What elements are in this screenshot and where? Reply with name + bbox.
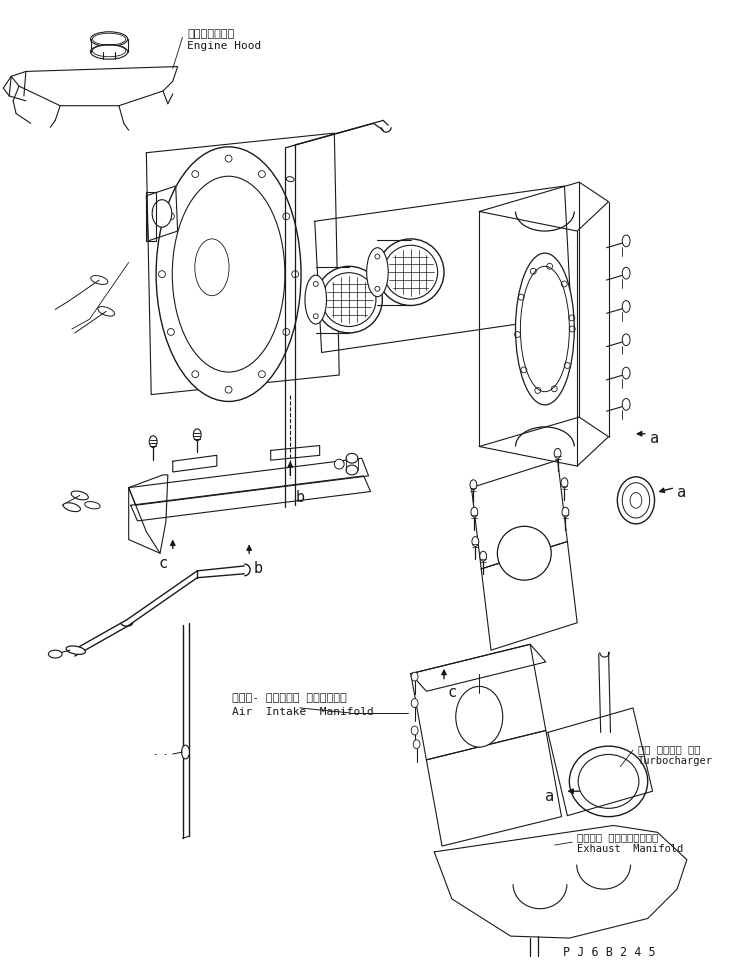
- Ellipse shape: [63, 503, 80, 512]
- Ellipse shape: [472, 537, 479, 547]
- Ellipse shape: [172, 176, 285, 372]
- Ellipse shape: [48, 650, 62, 658]
- Ellipse shape: [480, 551, 487, 561]
- Ellipse shape: [90, 45, 128, 59]
- Text: Turbocharger: Turbocharger: [638, 756, 713, 766]
- Text: c: c: [448, 685, 457, 701]
- Ellipse shape: [623, 267, 630, 279]
- Ellipse shape: [378, 239, 444, 305]
- Polygon shape: [147, 133, 339, 394]
- Ellipse shape: [623, 334, 630, 346]
- Text: a: a: [650, 431, 659, 446]
- Ellipse shape: [411, 699, 418, 707]
- Ellipse shape: [367, 248, 389, 297]
- Ellipse shape: [617, 477, 655, 524]
- Ellipse shape: [90, 275, 108, 285]
- Ellipse shape: [413, 739, 420, 749]
- Ellipse shape: [515, 253, 574, 405]
- Text: エアー- インテーク マニホールド: エアー- インテーク マニホールド: [232, 693, 346, 703]
- Ellipse shape: [562, 507, 569, 517]
- Ellipse shape: [66, 646, 85, 654]
- Polygon shape: [147, 186, 178, 241]
- Ellipse shape: [561, 478, 568, 487]
- Ellipse shape: [195, 239, 229, 296]
- Ellipse shape: [411, 672, 418, 681]
- Polygon shape: [472, 460, 567, 569]
- Ellipse shape: [193, 429, 201, 441]
- Polygon shape: [434, 826, 687, 938]
- Ellipse shape: [578, 755, 639, 808]
- Ellipse shape: [182, 745, 190, 759]
- Ellipse shape: [316, 266, 382, 333]
- Polygon shape: [481, 542, 577, 650]
- Polygon shape: [479, 182, 609, 231]
- Ellipse shape: [383, 245, 437, 299]
- Text: b: b: [254, 561, 263, 576]
- Text: エンジンフード: エンジンフード: [187, 29, 235, 40]
- Ellipse shape: [346, 453, 358, 463]
- Ellipse shape: [470, 480, 477, 489]
- Polygon shape: [173, 455, 217, 472]
- Polygon shape: [147, 192, 156, 241]
- Ellipse shape: [623, 483, 650, 518]
- Polygon shape: [547, 708, 652, 816]
- Text: a: a: [545, 789, 554, 804]
- Ellipse shape: [90, 32, 128, 47]
- Polygon shape: [315, 186, 572, 353]
- Ellipse shape: [623, 398, 630, 410]
- Ellipse shape: [71, 491, 88, 500]
- Ellipse shape: [346, 465, 358, 475]
- Ellipse shape: [623, 367, 630, 379]
- Ellipse shape: [149, 436, 157, 448]
- Ellipse shape: [152, 200, 172, 227]
- Ellipse shape: [322, 272, 376, 327]
- Ellipse shape: [623, 300, 630, 312]
- Polygon shape: [426, 731, 561, 846]
- Polygon shape: [270, 446, 319, 460]
- Polygon shape: [11, 67, 178, 106]
- Polygon shape: [129, 458, 369, 505]
- Polygon shape: [410, 644, 546, 760]
- Ellipse shape: [569, 746, 647, 817]
- Ellipse shape: [411, 726, 418, 735]
- Polygon shape: [410, 644, 546, 691]
- Ellipse shape: [623, 234, 630, 247]
- Text: b: b: [295, 489, 304, 505]
- Ellipse shape: [156, 147, 301, 401]
- Ellipse shape: [335, 459, 344, 469]
- Text: - -: - -: [153, 750, 168, 759]
- Polygon shape: [130, 476, 370, 521]
- Ellipse shape: [85, 502, 100, 509]
- Text: Engine Hood: Engine Hood: [187, 41, 262, 51]
- Ellipse shape: [521, 266, 569, 391]
- Text: a: a: [677, 484, 686, 500]
- Text: Air  Intake  Manifold: Air Intake Manifold: [232, 707, 373, 717]
- Text: c: c: [158, 556, 167, 571]
- Polygon shape: [129, 475, 168, 553]
- Ellipse shape: [630, 492, 642, 508]
- Polygon shape: [479, 417, 609, 466]
- Ellipse shape: [554, 449, 561, 458]
- Text: P J 6 B 2 4 5: P J 6 B 2 4 5: [564, 946, 656, 959]
- Ellipse shape: [305, 275, 327, 324]
- Text: ター ボチャー ジャ: ター ボチャー ジャ: [638, 744, 701, 754]
- Ellipse shape: [98, 306, 114, 316]
- Ellipse shape: [471, 507, 477, 517]
- Text: Exhaust  Manifold: Exhaust Manifold: [577, 844, 684, 854]
- Ellipse shape: [497, 526, 551, 580]
- Text: エキゾー ストマニホールド: エキゾー ストマニホールド: [577, 832, 658, 842]
- Ellipse shape: [456, 686, 503, 747]
